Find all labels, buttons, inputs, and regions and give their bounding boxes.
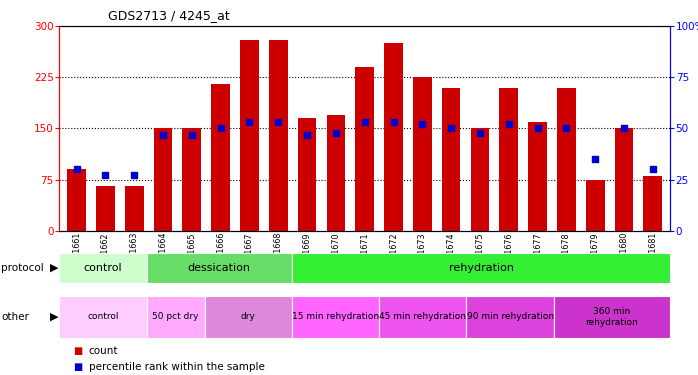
Point — [590, 156, 601, 162]
Text: ■: ■ — [73, 362, 82, 372]
Text: other: other — [1, 312, 29, 322]
Point — [100, 172, 111, 178]
Bar — [147, 253, 292, 283]
Bar — [384, 43, 403, 231]
Bar — [528, 122, 547, 231]
Bar — [298, 118, 316, 231]
Bar — [644, 176, 662, 231]
Bar — [59, 253, 147, 283]
Bar — [269, 40, 288, 231]
Text: rehydration: rehydration — [449, 263, 514, 273]
Text: ▶: ▶ — [50, 312, 59, 322]
Text: 15 min rehydration: 15 min rehydration — [292, 312, 379, 321]
Bar — [59, 296, 147, 338]
Bar — [615, 128, 633, 231]
Point — [215, 125, 226, 132]
Text: dry: dry — [241, 312, 255, 321]
Text: 360 min
rehydration: 360 min rehydration — [586, 307, 638, 327]
Point — [128, 172, 140, 178]
Point — [503, 122, 514, 128]
Point — [388, 119, 399, 125]
Text: percentile rank within the sample: percentile rank within the sample — [89, 362, 265, 372]
Point — [445, 125, 456, 132]
Point — [186, 132, 198, 138]
Bar — [442, 88, 461, 231]
Point — [417, 122, 428, 128]
Text: dessication: dessication — [188, 263, 251, 273]
Bar — [67, 170, 86, 231]
Point — [647, 166, 658, 172]
Text: control: control — [87, 312, 119, 321]
Text: ▶: ▶ — [50, 263, 59, 273]
Bar — [292, 253, 670, 283]
Bar — [292, 296, 379, 338]
Bar — [499, 88, 518, 231]
Bar — [327, 115, 346, 231]
Text: 50 pct dry: 50 pct dry — [152, 312, 199, 321]
Bar — [154, 128, 172, 231]
Text: control: control — [84, 263, 122, 273]
Point — [618, 125, 630, 132]
Point — [560, 125, 572, 132]
Bar — [557, 88, 576, 231]
Bar — [379, 296, 466, 338]
Point — [330, 129, 341, 135]
Point — [532, 125, 543, 132]
Bar — [413, 77, 431, 231]
Bar — [182, 128, 201, 231]
Bar — [125, 186, 144, 231]
Point — [302, 132, 313, 138]
Bar — [470, 128, 489, 231]
Text: 45 min rehydration: 45 min rehydration — [380, 312, 466, 321]
Bar — [205, 296, 292, 338]
Bar — [240, 40, 259, 231]
Point — [244, 119, 255, 125]
Bar — [554, 296, 670, 338]
Bar — [466, 296, 554, 338]
Bar — [355, 67, 374, 231]
Text: 90 min rehydration: 90 min rehydration — [466, 312, 554, 321]
Bar — [211, 84, 230, 231]
Text: protocol: protocol — [1, 263, 44, 273]
Bar — [586, 180, 604, 231]
Text: ■: ■ — [73, 346, 82, 355]
Point — [359, 119, 370, 125]
Point — [158, 132, 169, 138]
Point — [475, 129, 486, 135]
Bar — [147, 296, 205, 338]
Point — [71, 166, 82, 172]
Bar — [96, 186, 114, 231]
Text: GDS2713 / 4245_at: GDS2713 / 4245_at — [108, 9, 230, 22]
Point — [273, 119, 284, 125]
Text: count: count — [89, 346, 118, 355]
